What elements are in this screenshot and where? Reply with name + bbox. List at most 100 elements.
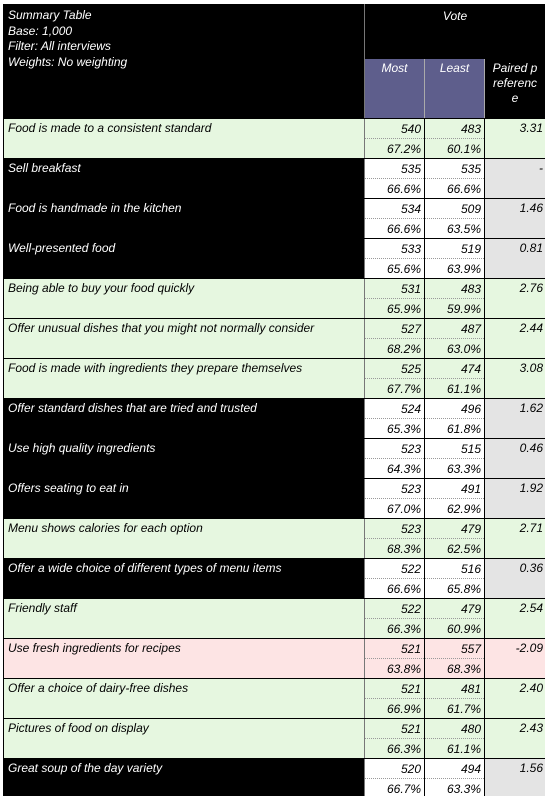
table-row-percent: 67.2% 60.1% [4, 138, 546, 159]
paired-preference-value: 2.54 [483, 598, 545, 639]
least-count: 496 [424, 398, 485, 419]
table-row-percent: 65.3% 61.8% [4, 418, 546, 439]
table-title: Summary Table [8, 8, 92, 22]
table-row: Use high quality ingredients 523 515 0.46 [3, 438, 545, 479]
table-row: Great soup of the day variety 520 494 1.56 [3, 758, 545, 796]
least-count: 535 [424, 158, 485, 179]
most-count: 521 [364, 678, 425, 699]
least-count: 491 [424, 478, 485, 499]
least-percent: 61.7% [424, 698, 485, 719]
least-count: 474 [424, 358, 485, 379]
paired-preference-value: -2.09 [483, 638, 545, 679]
paired-preference-value: 3.31 [483, 118, 545, 159]
most-percent: 64.3% [364, 458, 425, 479]
most-percent: 66.3% [364, 738, 425, 759]
paired-preference-label: Paired preference [492, 61, 538, 105]
least-count: 487 [424, 318, 485, 339]
most-count: 531 [364, 278, 425, 299]
row-label: Being able to buy your food quickly [3, 278, 365, 319]
least-percent: 60.1% [424, 138, 485, 159]
most-percent: 67.0% [364, 498, 425, 519]
most-count: 523 [364, 518, 425, 539]
most-count: 534 [364, 198, 425, 219]
table-row: Food is made with ingredients they prepa… [3, 358, 545, 399]
paired-preference-value: 2.44 [483, 318, 545, 359]
most-count: 535 [364, 158, 425, 179]
most-count: 540 [364, 118, 425, 139]
row-label: Food is handmade in the kitchen [3, 198, 365, 239]
paired-preference-column-header: Paired preference [483, 58, 545, 119]
table-base: Base: 1,000 [8, 23, 73, 38]
table-body: Food is made to a consistent standard 540… [3, 118, 546, 796]
least-count: 479 [424, 598, 485, 619]
most-column-header: Most [364, 58, 425, 119]
least-percent: 63.9% [424, 258, 485, 279]
table-row: Offer a choice of dairy-free dishes 521 48… [3, 678, 545, 719]
table-row-percent: 65.9% 59.9% [4, 298, 546, 319]
row-label: Offer a wide choice of different types o… [3, 558, 365, 599]
least-percent: 65.8% [424, 578, 485, 599]
least-column-header: Least [424, 58, 485, 119]
table-weights: Weights: No weighting [8, 54, 128, 69]
least-percent: 60.9% [424, 618, 485, 639]
table-row: Friendly staff 522 479 2.54 [3, 598, 545, 639]
most-percent: 66.6% [364, 218, 425, 239]
row-label: Use fresh ingredients for recipes [3, 638, 365, 679]
most-count: 527 [364, 318, 425, 339]
least-count: 515 [424, 438, 485, 459]
paired-preference-value: 2.76 [483, 278, 545, 319]
row-label: Menu shows calories for each option [3, 518, 365, 559]
least-percent: 62.9% [424, 498, 485, 519]
least-count: 479 [424, 518, 485, 539]
summary-table: Summary Table Base: 1,000 Filter: All in… [3, 4, 545, 796]
most-percent: 66.6% [364, 578, 425, 599]
table-row: Offer unusual dishes that you might not … [3, 318, 545, 359]
table-row-percent: 67.7% 61.1% [4, 378, 546, 399]
least-count: 557 [424, 638, 485, 659]
least-count: 483 [424, 118, 485, 139]
most-percent: 65.3% [364, 418, 425, 439]
table-row-percent: 64.3% 63.3% [4, 458, 546, 479]
paired-preference-value: 0.81 [483, 238, 545, 279]
least-percent: 63.5% [424, 218, 485, 239]
most-count: 525 [364, 358, 425, 379]
most-count: 522 [364, 598, 425, 619]
summary-table-container: Summary Table Base: 1,000 Filter: All in… [3, 4, 545, 796]
paired-preference-value: - [483, 158, 545, 199]
table-row-percent: 66.3% 60.9% [4, 618, 546, 639]
paired-preference-value: 1.62 [483, 398, 545, 439]
table-row-percent: 66.6% 65.8% [4, 578, 546, 599]
least-percent: 68.3% [424, 658, 485, 679]
row-label: Pictures of food on display [3, 718, 365, 759]
table-row-percent: 66.6% 66.6% [4, 178, 546, 199]
row-label: Offer unusual dishes that you might not … [3, 318, 365, 359]
most-percent: 68.2% [364, 338, 425, 359]
least-count: 483 [424, 278, 485, 299]
table-row: Offer a wide choice of different types o… [3, 558, 545, 599]
table-row-percent: 67.0% 62.9% [4, 498, 546, 519]
most-count: 533 [364, 238, 425, 259]
most-count: 523 [364, 478, 425, 499]
paired-preference-value: 3.08 [483, 358, 545, 399]
paired-preference-value: 0.46 [483, 438, 545, 479]
most-percent: 65.6% [364, 258, 425, 279]
table-row: Pictures of food on display 521 480 2.43 [3, 718, 545, 759]
least-percent: 63.3% [424, 778, 485, 796]
least-percent: 61.1% [424, 378, 485, 399]
table-row-percent: 66.6% 63.5% [4, 218, 546, 239]
least-percent: 59.9% [424, 298, 485, 319]
table-row: Food is made to a consistent standard 540… [3, 118, 545, 159]
paired-preference-value: 1.46 [483, 198, 545, 239]
paired-preference-value: 2.71 [483, 518, 545, 559]
table-row: Offer standard dishes that are tried and… [3, 398, 545, 439]
least-count: 516 [424, 558, 485, 579]
most-percent: 65.9% [364, 298, 425, 319]
row-label: Use high quality ingredients [3, 438, 365, 479]
row-label: Food is made to a consistent standard [3, 118, 365, 159]
table-row-percent: 63.8% 68.3% [4, 658, 546, 679]
row-label: Well-presented food [3, 238, 365, 279]
most-count: 520 [364, 758, 425, 779]
most-count: 523 [364, 438, 425, 459]
most-percent: 66.7% [364, 778, 425, 796]
least-count: 480 [424, 718, 485, 739]
